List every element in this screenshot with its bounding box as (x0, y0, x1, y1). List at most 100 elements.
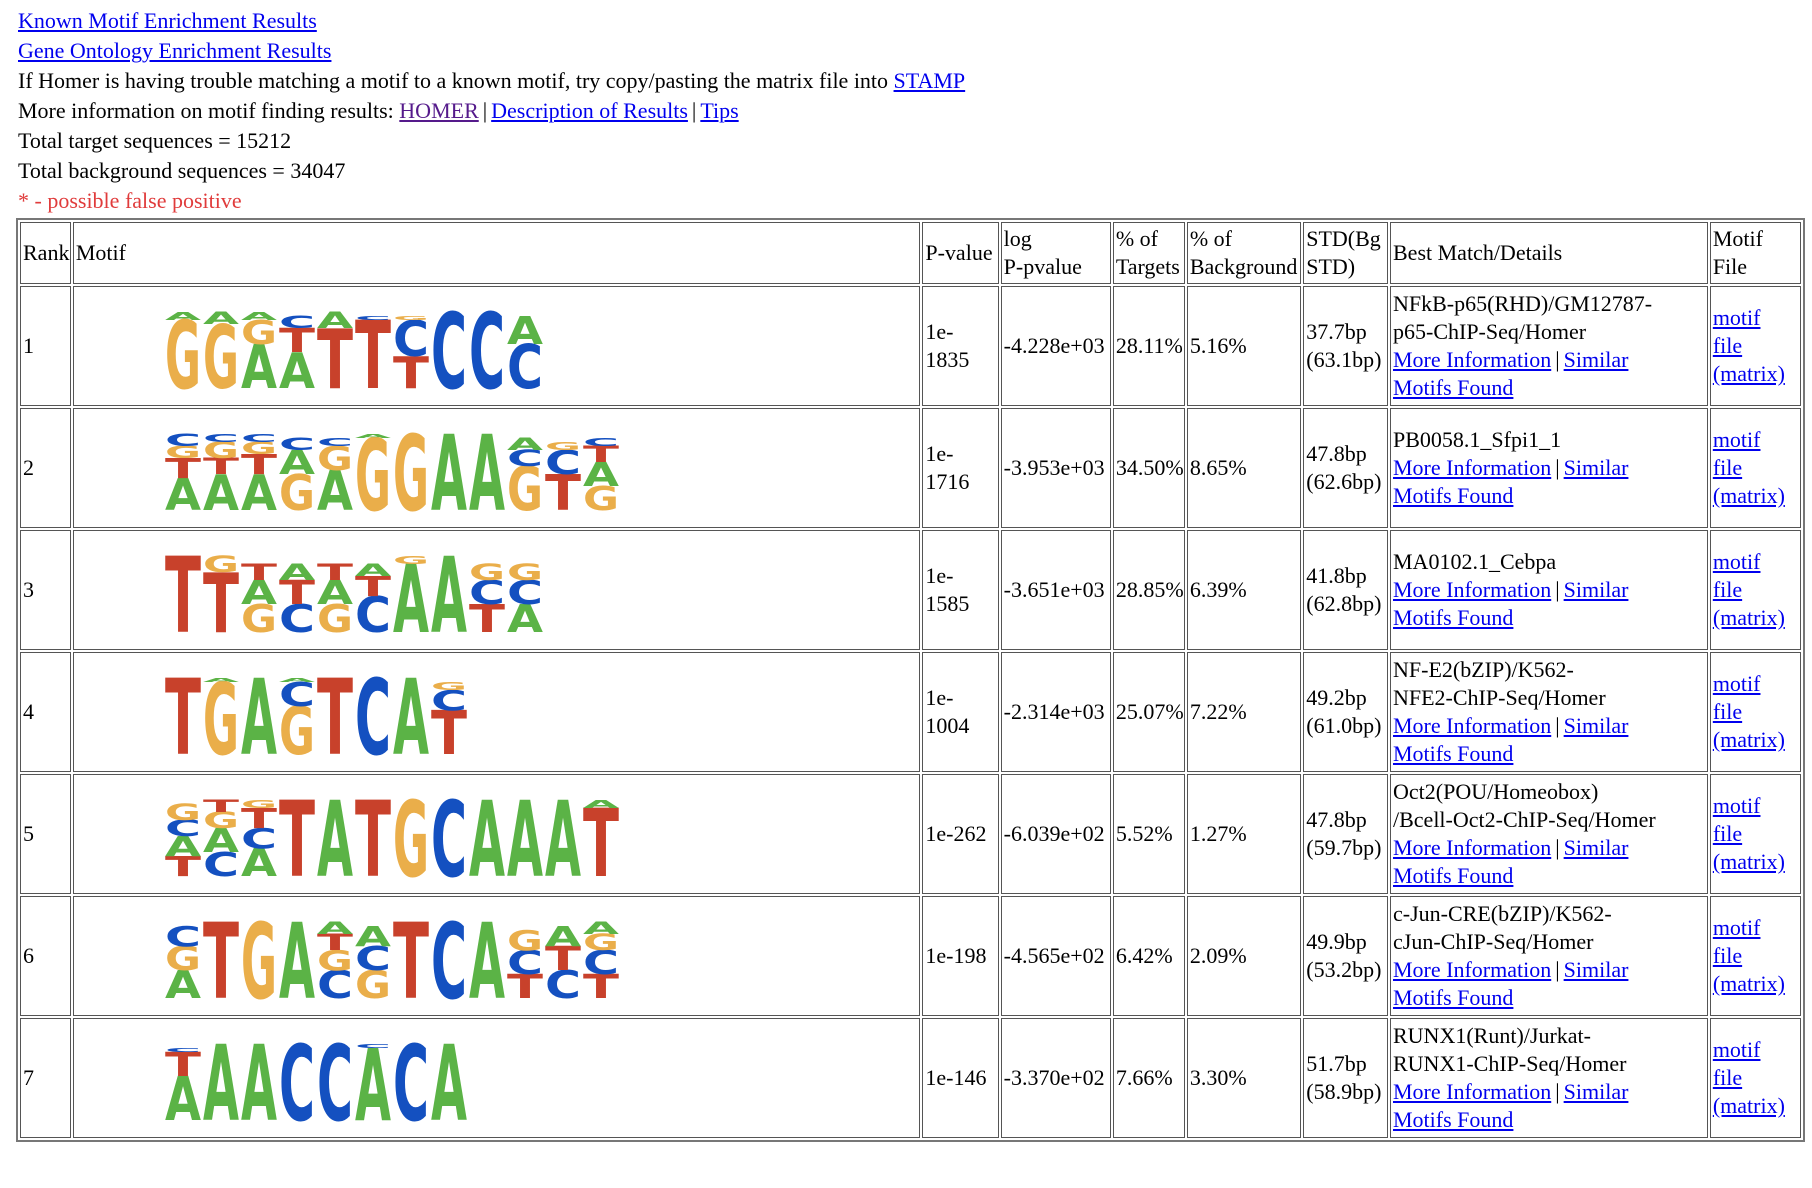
logo-letter: A (241, 1032, 277, 1124)
header-log-pvalue: log P-pvalue (1000, 222, 1111, 284)
separator: | (1555, 835, 1560, 860)
logo-letter: T (203, 454, 239, 479)
motif-file-link-line3: (matrix) (1712, 483, 1785, 508)
logo-letter: A (507, 788, 543, 880)
motif-file-link[interactable]: motif file (matrix) (1713, 549, 1785, 630)
gene-ontology-results-link[interactable]: Gene Ontology Enrichment Results (18, 38, 332, 63)
logo-letter: A (165, 310, 201, 323)
similar-motifs-link[interactable]: Similar Motifs Found (1393, 713, 1628, 766)
logo-letter: G (279, 464, 315, 514)
logo-letter: T (355, 788, 391, 880)
logo-letter: G (393, 554, 429, 567)
header-motif: Motif (72, 222, 921, 284)
logo-letter: C (165, 816, 201, 841)
logo-letter: T (165, 544, 201, 636)
similar-motifs-link[interactable]: Similar Motifs Found (1393, 455, 1628, 508)
motif-file-link[interactable]: motif file (matrix) (1713, 793, 1785, 874)
similar-motifs-link-line2: Motifs Found (1393, 1107, 1514, 1132)
motif-file-cell: motif file (matrix) (1709, 652, 1801, 772)
logo-letter: A (203, 464, 239, 514)
logo-letter: T (203, 910, 239, 1002)
description-of-results-link[interactable]: Description of Results (491, 98, 688, 123)
motif-file-link-line1: motif (1712, 793, 1761, 818)
logo-letter: T (165, 666, 201, 758)
more-information-link[interactable]: More Information (1393, 347, 1552, 372)
header-rank: Rank (20, 222, 71, 284)
pct-targets-cell: 6.42% (1112, 896, 1185, 1016)
logo-letter: C (431, 910, 467, 1002)
more-information-link[interactable]: More Information (1393, 835, 1552, 860)
similar-motifs-link[interactable]: Similar Motifs Found (1393, 1079, 1628, 1132)
separator: | (1555, 713, 1560, 738)
page: Known Motif Enrichment Results Gene Onto… (16, 8, 1805, 1142)
separator: | (1555, 455, 1560, 480)
motif-file-link-line3: (matrix) (1712, 971, 1785, 996)
info-line-text: More information on motif finding result… (18, 98, 400, 123)
more-information-link[interactable]: More Information (1393, 1079, 1552, 1104)
motif-file-link[interactable]: motif file (matrix) (1713, 671, 1785, 752)
similar-motifs-link-line1: Similar (1563, 713, 1629, 738)
separator: | (691, 98, 697, 123)
logo-letter: C (165, 431, 201, 450)
logo-letter: A (317, 460, 353, 514)
known-motif-results-link[interactable]: Known Motif Enrichment Results (18, 8, 317, 33)
stamp-link[interactable]: STAMP (893, 68, 966, 93)
logo-letter: A (355, 1032, 391, 1124)
std-cell: 49.9bp (53.2bp) (1303, 896, 1388, 1016)
best-match-name: NFkB-p65(RHD)/GM12787- (1393, 291, 1653, 316)
best-match-cell: Oct2(POU/Homeobox) /Bcell-Oct2-ChIP-Seq/H… (1390, 774, 1708, 894)
similar-motifs-link[interactable]: Similar Motifs Found (1393, 577, 1628, 630)
logo-letter: T (203, 797, 239, 816)
logo-letter: A (507, 597, 543, 636)
logo-letter: C (583, 944, 619, 982)
motif-file-link[interactable]: motif file (matrix) (1713, 1037, 1785, 1118)
tips-link[interactable]: Tips (700, 98, 739, 123)
logo-letter: G (317, 597, 353, 636)
logo-letter: T (393, 910, 429, 1002)
similar-motifs-link[interactable]: Similar Motifs Found (1393, 835, 1628, 888)
logo-letter: T (469, 597, 505, 636)
log-pvalue-cell: -4.228e+03 (1000, 286, 1111, 406)
similar-motifs-link-line2: Motifs Found (1393, 375, 1514, 400)
logo-letter: A (165, 470, 201, 514)
motif-file-link[interactable]: motif file (matrix) (1713, 915, 1785, 996)
logo-letter: G (507, 560, 543, 585)
logo-letter: T (545, 940, 581, 978)
header-pvalue: P-value (922, 222, 999, 284)
motif-file-cell: motif file (matrix) (1709, 530, 1801, 650)
similar-motifs-link[interactable]: Similar Motifs Found (1393, 957, 1628, 1010)
logo-letter: C (317, 963, 353, 1002)
separator: | (1555, 957, 1560, 982)
similar-motifs-link-line1: Similar (1563, 1079, 1629, 1104)
header-pct-background-line2: Background (1189, 254, 1298, 279)
std-target: 47.8bp (1306, 807, 1367, 832)
separator: | (1555, 1079, 1560, 1104)
logo-letter: T (279, 322, 315, 360)
logo-letter: A (241, 464, 277, 514)
more-information-link[interactable]: More Information (1393, 713, 1552, 738)
logo-letter: G (203, 808, 239, 833)
logo-letter: C (393, 310, 429, 368)
motif-logo: ATC A A C C AC C A (165, 1032, 467, 1124)
motif-file-link[interactable]: motif file (matrix) (1713, 305, 1785, 386)
more-information-link[interactable]: More Information (1393, 455, 1552, 480)
motif-file-link-line1: motif (1712, 549, 1761, 574)
best-match-name: RUNX1(Runt)/Jurkat- (1393, 1023, 1591, 1048)
more-information-link[interactable]: More Information (1393, 957, 1552, 982)
similar-motifs-link[interactable]: Similar Motifs Found (1393, 347, 1628, 400)
logo-letter: T (317, 312, 353, 392)
std-background: (62.8bp) (1306, 591, 1382, 616)
logo-letter: G (317, 945, 353, 977)
homer-link[interactable]: HOMER (399, 98, 479, 123)
motif-file-link[interactable]: motif file (matrix) (1713, 427, 1785, 508)
logo-letter: G (583, 480, 619, 514)
logo-letter: A (431, 422, 467, 514)
header-pct-targets-line1: % of (1115, 226, 1158, 251)
header-motif-file: Motif File (1709, 222, 1801, 284)
more-information-link[interactable]: More Information (1393, 577, 1552, 602)
std-background: (53.2bp) (1306, 957, 1382, 982)
logo-letter: A (355, 921, 391, 953)
